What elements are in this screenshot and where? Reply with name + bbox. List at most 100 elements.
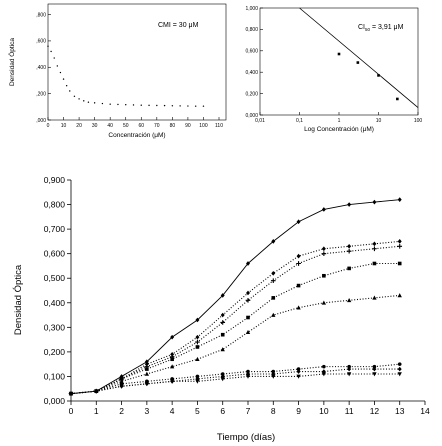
chart-cmi-ytick-label: ,200 [36,91,46,97]
chart-ci50-marks: 0,000 0,200 0,400 0,600 0,800 1,000 0,01 0,1 1 10… [245,6,422,124]
chart-growth-point [322,364,326,369]
chart-growth-ytick-label: 0,600 [44,249,66,259]
chart-growth-series-line [70,240,400,395]
chart-growth-point [322,273,326,278]
chart-cmi-xtick-label: 60 [138,123,144,129]
chart-growth-point [296,261,301,266]
chart-growth-point [195,317,200,323]
chart-growth-point [346,248,352,254]
chart-cmi-point [73,95,76,97]
chart-growth-marks: 0,000 0,100 0,200 0,300 0,400 0,500 0,600 0,700… [44,175,430,416]
chart-cmi-point [47,45,49,47]
chart-growth-point [372,241,377,247]
chart-growth-series-line [70,368,400,395]
chart-growth-point [321,207,326,212]
chart-ci50-fit-line [299,7,419,108]
chart-growth-point [372,295,377,300]
chart-growth-point [195,379,200,384]
chart-growth-point [220,347,225,352]
chart-growth-point [245,374,251,379]
chart-growth-ytick-label: 0,500 [44,273,66,283]
chart-ci50-xtick-label: 0,01 [255,118,265,124]
chart-growth-point [321,369,326,374]
chart-growth-xtick-label: 0 [69,406,74,416]
chart-cmi-ytick-label: ,800 [36,12,46,18]
chart-growth-point [245,329,251,335]
chart-ci50-xtick-label: 0,1 [296,118,303,124]
chart-growth-series-line [70,262,400,395]
chart-growth-xtick-label: 13 [395,406,405,416]
chart-ci50-ytick-label: 0,800 [245,27,258,33]
chart-growth-point [220,372,225,376]
chart-growth-ytick-label: 0,100 [44,371,66,381]
chart-growth-point [220,377,225,382]
chart-growth-point [195,339,200,345]
chart-growth-point [271,239,276,244]
chart-cmi-xtick-label: 70 [154,123,160,129]
chart-growth-point [397,239,402,244]
chart-growth-point [246,290,250,296]
chart-growth-point [271,374,276,379]
chart-growth-point [296,374,301,379]
chart-growth-point [195,345,200,349]
chart-cmi-point [56,65,59,67]
chart-growth-point [144,359,149,365]
chart-growth-point [321,300,327,305]
chart-cmi-xtick-label: 30 [92,123,98,129]
chart-cmi-point [163,104,166,107]
chart-growth-ytick-label: 0,800 [44,200,66,210]
chart-growth-point [271,369,276,374]
chart-cmi-point [171,105,174,107]
chart-growth-xtick-label: 2 [119,406,124,416]
chart-cmi-point [202,105,205,107]
chart-cmi-point [78,98,80,100]
chart-cmi-frame [47,3,227,121]
chart-growth-point [271,296,276,300]
chart-ci50-point [396,97,399,101]
chart-ci50-annotation-rest: = 3,91 μM [370,24,404,31]
chart-growth-point [246,261,250,266]
chart-growth: Tiempo (días) Densidad Óptica 0,000 0,100… [13,175,430,443]
chart-growth-xtick-label: 9 [296,406,301,416]
chart-ci50-xtick-label: 100 [414,118,423,124]
chart-growth-point [397,197,402,202]
chart-growth-point [347,366,352,372]
chart-cmi-point [65,85,68,87]
chart-cmi-point [101,102,104,105]
chart-cmi-point [117,103,119,106]
chart-growth-point [220,320,226,325]
chart-growth-point [195,376,200,382]
chart-growth-point [372,199,377,205]
chart-growth-point [195,374,200,379]
chart-ci50-point [356,61,360,64]
chart-growth-point [119,379,124,384]
chart-cmi-ytick-label: ,400 [36,65,46,71]
chart-ci50-ytick-label: 0,600 [245,49,258,55]
chart-growth-xtick-label: 8 [271,406,276,416]
chart-ci50-ytick-label: 1,000 [245,6,258,12]
chart-growth-point [144,361,149,367]
chart-growth-xtick-label: 14 [420,406,430,416]
chart-growth-ylabel: Densidad Óptica [13,264,24,335]
chart-cmi-point [194,105,197,107]
chart-cmi: CMI = 30 μM Concentración (μM) Densidad … [7,3,227,139]
chart-cmi-point [62,78,65,80]
chart-growth-point [397,362,402,366]
chart-cmi-xtick-label: 90 [185,123,191,129]
chart-growth-point [372,261,377,266]
chart-cmi-xtick-label: 100 [199,123,208,129]
chart-growth-ytick-label: 0,000 [44,396,66,406]
chart-growth-series-line [70,245,400,395]
chart-cmi-xtick-label: 110 [215,123,223,129]
chart-cmi-xtick-label: 10 [61,123,67,129]
chart-cmi-point [87,101,90,103]
chart-cmi-xtick-label: 0 [47,123,50,129]
chart-cmi-point [69,90,71,92]
chart-cmi-point [187,105,189,107]
chart-growth-point [195,356,200,362]
chart-cmi-marks: ,000 ,200 ,400 ,600 ,800 0 10 20 30 40 50 60 70 80 90 1… [36,12,223,129]
chart-growth-point [220,312,225,318]
chart-growth-point [195,334,200,340]
chart-growth-point [321,246,326,252]
